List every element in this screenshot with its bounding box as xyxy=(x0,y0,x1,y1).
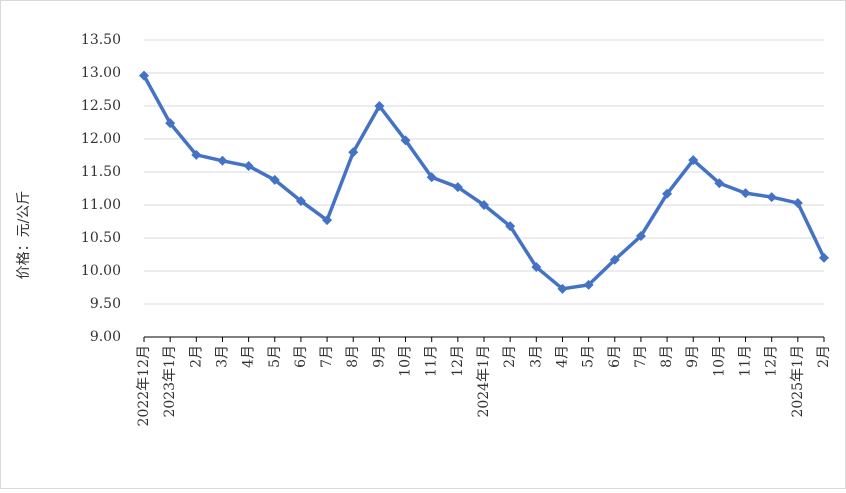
marker xyxy=(191,149,202,160)
marker xyxy=(662,188,673,199)
marker xyxy=(531,262,542,273)
marker xyxy=(243,161,254,172)
x-tick-label: 8月 xyxy=(345,345,361,368)
y-tick-label: 11.50 xyxy=(81,164,121,180)
y-tick-label: 10.00 xyxy=(81,263,121,279)
marker xyxy=(557,283,568,294)
x-tick-label: 7月 xyxy=(319,345,335,368)
marker xyxy=(374,101,385,111)
marker xyxy=(766,192,777,203)
marker xyxy=(479,200,489,210)
x-tick-label: 2023年1月 xyxy=(162,345,178,418)
x-tick-label: 11月 xyxy=(424,345,440,377)
x-tick-label: 2月 xyxy=(502,345,518,368)
y-tick-label: 11.00 xyxy=(81,197,121,213)
marker xyxy=(688,155,699,166)
x-tick-label: 11月 xyxy=(738,345,754,377)
x-tick-label: 12月 xyxy=(764,345,780,377)
x-tick-label: 2月 xyxy=(188,345,204,368)
x-tick-label: 6月 xyxy=(607,345,623,368)
x-tick-label: 2025年1月 xyxy=(790,345,806,418)
x-tick-label: 10月 xyxy=(711,345,727,377)
marker xyxy=(792,198,803,209)
marker xyxy=(165,118,176,129)
marker xyxy=(635,231,646,242)
marker xyxy=(609,254,620,265)
marker xyxy=(295,196,306,207)
marker xyxy=(452,182,463,193)
marker xyxy=(505,221,516,232)
x-tick-label: 9月 xyxy=(685,345,701,368)
marker xyxy=(740,188,751,199)
marker xyxy=(217,155,228,166)
x-tick-label: 9月 xyxy=(371,345,387,368)
y-tick-label: 12.00 xyxy=(81,131,121,147)
x-tick-label: 10月 xyxy=(398,345,414,377)
marker xyxy=(714,178,725,189)
y-axis-label: 价格：元/公斤 xyxy=(16,191,32,280)
x-tick-label: 7月 xyxy=(633,345,649,368)
x-tick-label: 2月 xyxy=(816,345,832,368)
y-tick-label: 12.50 xyxy=(81,98,121,114)
marker xyxy=(819,252,829,263)
marker xyxy=(348,147,359,158)
marker xyxy=(400,135,411,146)
marker xyxy=(426,172,437,183)
x-tick-label: 12月 xyxy=(450,345,466,377)
marker xyxy=(583,279,594,290)
y-tick-label: 9.00 xyxy=(90,329,121,345)
x-tick-label: 5月 xyxy=(581,345,597,368)
marker xyxy=(139,70,149,81)
x-tick-label: 4月 xyxy=(554,345,570,368)
x-tick-label: 6月 xyxy=(293,345,309,368)
x-tick-label: 3月 xyxy=(528,345,544,368)
y-tick-label: 9.50 xyxy=(90,296,121,312)
x-tick-label: 4月 xyxy=(241,345,257,368)
y-tick-label: 13.50 xyxy=(81,32,121,48)
marker xyxy=(322,215,333,226)
x-tick-label: 2022年12月 xyxy=(136,345,152,426)
x-tick-label: 5月 xyxy=(267,345,283,368)
y-tick-label: 13.00 xyxy=(81,65,121,81)
marker xyxy=(269,174,280,185)
x-tick-label: 8月 xyxy=(659,345,675,368)
x-tick-label: 2024年1月 xyxy=(476,345,492,418)
y-tick-label: 10.50 xyxy=(81,230,121,246)
x-tick-label: 3月 xyxy=(214,345,230,368)
